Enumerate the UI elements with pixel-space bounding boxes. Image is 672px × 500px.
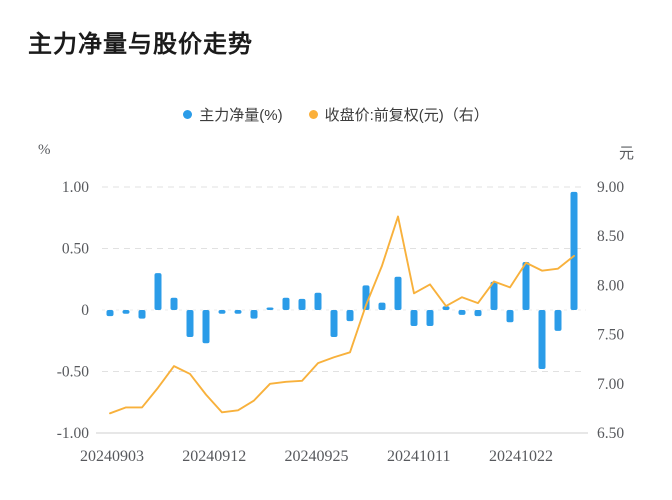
legend-item-close-price[interactable]: 收盘价:前复权(元)（右） bbox=[308, 104, 489, 125]
chart-title: 主力净量与股价走势 bbox=[28, 31, 253, 58]
net-volume-bar bbox=[106, 310, 114, 317]
net-volume-bar bbox=[474, 310, 482, 317]
net-volume-bar bbox=[458, 310, 466, 315]
legend: 主力净量(%) 收盘价:前复权(元)（右） bbox=[0, 104, 672, 125]
x-tick-label: 20240925 bbox=[285, 448, 349, 465]
x-tick-label: 20241022 bbox=[489, 448, 553, 465]
net-volume-bar bbox=[490, 281, 498, 310]
net-volume-bar bbox=[394, 276, 402, 310]
net-volume-bar bbox=[346, 310, 354, 322]
net-volume-bar bbox=[442, 306, 450, 310]
legend-label-net-volume: 主力净量(%) bbox=[199, 107, 283, 124]
right-axis-unit: 元 bbox=[618, 146, 634, 162]
x-tick-label: 20240912 bbox=[182, 448, 246, 465]
left-tick-label: -1.00 bbox=[57, 425, 90, 442]
net-volume-bar bbox=[378, 302, 386, 310]
net-volume-bar bbox=[410, 310, 418, 326]
combo-chart: 1.00 0.50 0 -0.50 -1.00 9.00 8.50 8.00 7.50 7.00 6… bbox=[57, 179, 625, 465]
net-volume-bar bbox=[250, 310, 258, 319]
right-tick-label: 8.50 bbox=[597, 228, 624, 245]
net-volume-bar bbox=[554, 310, 562, 331]
legend-label-close-price: 收盘价:前复权(元)（右） bbox=[324, 107, 489, 124]
net-volume-bar bbox=[426, 310, 434, 326]
left-tick-label: 0 bbox=[81, 302, 89, 319]
net-volume-bar bbox=[122, 310, 130, 314]
left-tick-label: -0.50 bbox=[57, 364, 90, 381]
left-axis-unit: % bbox=[38, 142, 51, 158]
close-price-line bbox=[109, 215, 575, 415]
net-volume-bar bbox=[570, 191, 578, 310]
net-volume-bar bbox=[234, 310, 242, 314]
legend-dot-net-volume-icon bbox=[183, 110, 193, 119]
net-volume-bar bbox=[298, 298, 306, 310]
left-tick-label: 1.00 bbox=[62, 179, 89, 196]
left-tick-label: 0.50 bbox=[62, 241, 89, 258]
legend-item-net-volume[interactable]: 主力净量(%) bbox=[183, 104, 283, 125]
right-tick-label: 9.00 bbox=[597, 179, 624, 196]
net-volume-bar bbox=[522, 262, 530, 310]
x-tick-label: 20241011 bbox=[387, 448, 450, 465]
net-volume-bars bbox=[106, 191, 578, 370]
right-tick-label: 8.00 bbox=[597, 277, 624, 294]
net-volume-bar bbox=[138, 310, 146, 319]
net-volume-bar bbox=[202, 310, 210, 344]
right-tick-label: 7.00 bbox=[597, 376, 624, 393]
right-tick-label: 7.50 bbox=[597, 327, 624, 344]
right-axis-tick-labels: 9.00 8.50 8.00 7.50 7.00 6.50 bbox=[597, 179, 624, 442]
right-tick-label: 6.50 bbox=[597, 425, 624, 442]
net-volume-bar bbox=[218, 310, 226, 314]
left-axis-tick-labels: 1.00 0.50 0 -0.50 -1.00 bbox=[57, 179, 90, 442]
net-volume-bar bbox=[154, 273, 162, 310]
net-volume-bar bbox=[282, 297, 290, 310]
x-axis-tick-labels: 20240903 20240912 20240925 20241011 20241022 bbox=[80, 448, 553, 465]
x-tick-label: 20240903 bbox=[80, 448, 144, 465]
net-volume-bar bbox=[538, 310, 546, 370]
net-volume-bar bbox=[266, 307, 274, 310]
net-volume-bar bbox=[330, 310, 338, 338]
net-volume-bar bbox=[170, 297, 178, 310]
net-volume-bar bbox=[506, 310, 514, 323]
legend-dot-close-price-icon bbox=[308, 110, 318, 119]
gridlines bbox=[102, 186, 586, 372]
net-volume-bar bbox=[186, 310, 194, 338]
net-volume-bar bbox=[314, 292, 322, 310]
net-volume-bar bbox=[362, 285, 370, 310]
